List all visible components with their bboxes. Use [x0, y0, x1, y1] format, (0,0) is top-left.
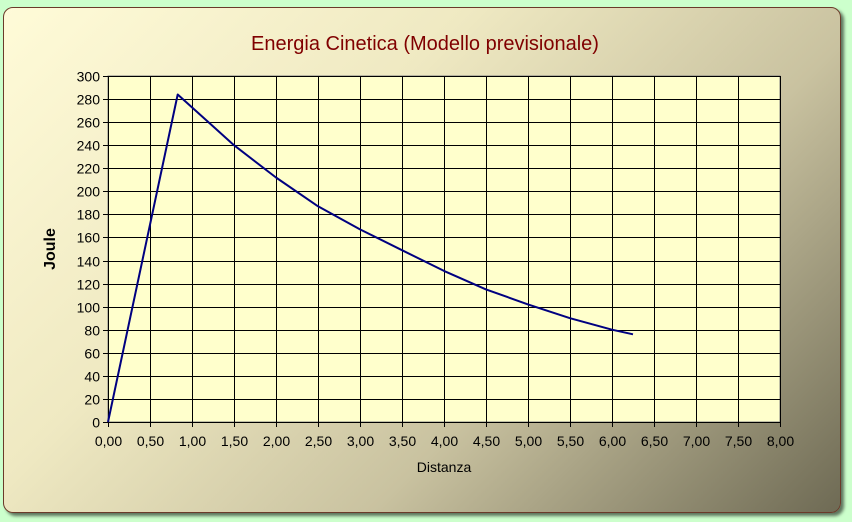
- series-line: [107, 93, 634, 423]
- y-tick-label: 140: [77, 254, 101, 270]
- x-tick-label: 6,50: [641, 433, 668, 449]
- y-tick-label: 120: [77, 277, 101, 293]
- x-tick-label: 8,00: [767, 433, 794, 449]
- y-tick-label: 260: [77, 115, 101, 131]
- x-tick-label: 5,50: [557, 433, 584, 449]
- y-axis-title: Joule: [42, 228, 59, 270]
- x-tick-label: 2,00: [263, 433, 290, 449]
- x-tick-label: 0,00: [95, 433, 122, 449]
- x-tick-label: 1,00: [179, 433, 206, 449]
- x-axis-title: Distanza: [417, 459, 472, 475]
- y-tick-label: 200: [77, 184, 101, 200]
- y-tick-label: 240: [77, 138, 101, 154]
- x-tick-label: 6,00: [599, 433, 626, 449]
- x-tick-label: 7,00: [683, 433, 710, 449]
- y-tick-label: 60: [84, 346, 100, 362]
- y-tick-label: 160: [77, 230, 101, 246]
- y-tick-label: 220: [77, 161, 101, 177]
- x-tick-label: 3,00: [347, 433, 374, 449]
- y-tick-label: 0: [92, 415, 100, 431]
- x-tick-label: 2,50: [305, 433, 332, 449]
- y-tick-label: 20: [84, 392, 100, 408]
- tick-labels: 0 20 40 60 80 100 120 140 160 180 200 220 240 260 280 3…: [77, 69, 795, 450]
- grid-lines: [103, 76, 781, 427]
- x-tick-label: 0,50: [137, 433, 164, 449]
- y-tick-label: 40: [84, 369, 100, 385]
- x-tick-label: 4,50: [473, 433, 500, 449]
- x-tick-label: 5,00: [515, 433, 542, 449]
- y-tick-label: 280: [77, 92, 101, 108]
- x-tick-label: 4,00: [431, 433, 458, 449]
- x-tick-label: 1,50: [221, 433, 248, 449]
- x-tick-label: 3,50: [389, 433, 416, 449]
- x-tick-label: 7,50: [725, 433, 752, 449]
- y-tick-label: 180: [77, 207, 101, 223]
- chart-title: Energia Cinetica (Modello previsionale): [251, 33, 599, 55]
- y-tick-label: 80: [84, 323, 100, 339]
- y-tick-label: 100: [77, 300, 101, 316]
- y-tick-label: 300: [77, 69, 101, 85]
